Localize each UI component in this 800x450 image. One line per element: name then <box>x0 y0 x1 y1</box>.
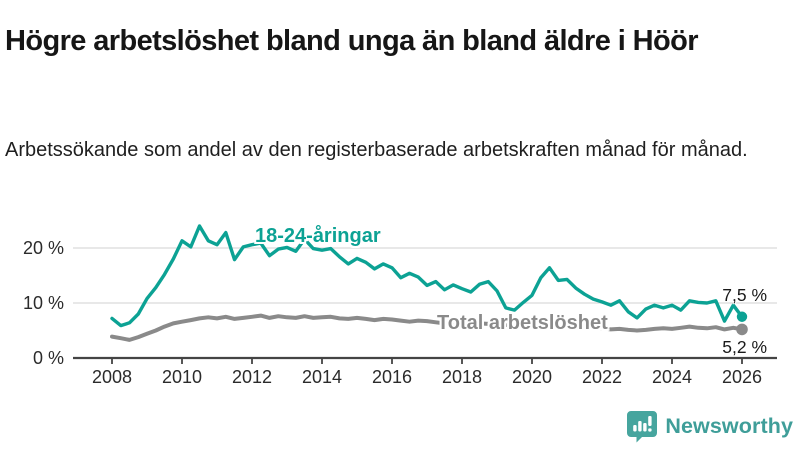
series-label-total: Total arbetslöshet <box>437 312 608 334</box>
svg-text:0 %: 0 % <box>33 348 64 368</box>
svg-text:2012: 2012 <box>232 367 272 387</box>
end-value-total: 5,2 % <box>722 337 767 357</box>
chart-subtitle: Arbetssökande som andel av den registerb… <box>5 139 748 161</box>
svg-text:2010: 2010 <box>162 367 202 387</box>
svg-text:2018: 2018 <box>442 367 482 387</box>
svg-text:2024: 2024 <box>652 367 692 387</box>
svg-text:2020: 2020 <box>512 367 552 387</box>
svg-text:2022: 2022 <box>582 367 622 387</box>
newsworthy-logo: Newsworthy <box>626 410 793 443</box>
svg-text:20 %: 20 % <box>23 238 64 258</box>
series-label-young: 18-24-åringar <box>255 225 381 247</box>
svg-text:2016: 2016 <box>372 367 412 387</box>
svg-text:2026: 2026 <box>722 367 762 387</box>
page-title: Högre arbetslöshet bland unga än bland ä… <box>5 25 698 58</box>
brand-wordmark: Newsworthy <box>665 414 793 438</box>
end-value-young: 7,5 % <box>722 285 767 305</box>
svg-text:2014: 2014 <box>302 367 342 387</box>
svg-text:10 %: 10 % <box>23 293 64 313</box>
bar-chart-speech-bubble-icon <box>626 410 658 443</box>
svg-text:2008: 2008 <box>92 367 132 387</box>
